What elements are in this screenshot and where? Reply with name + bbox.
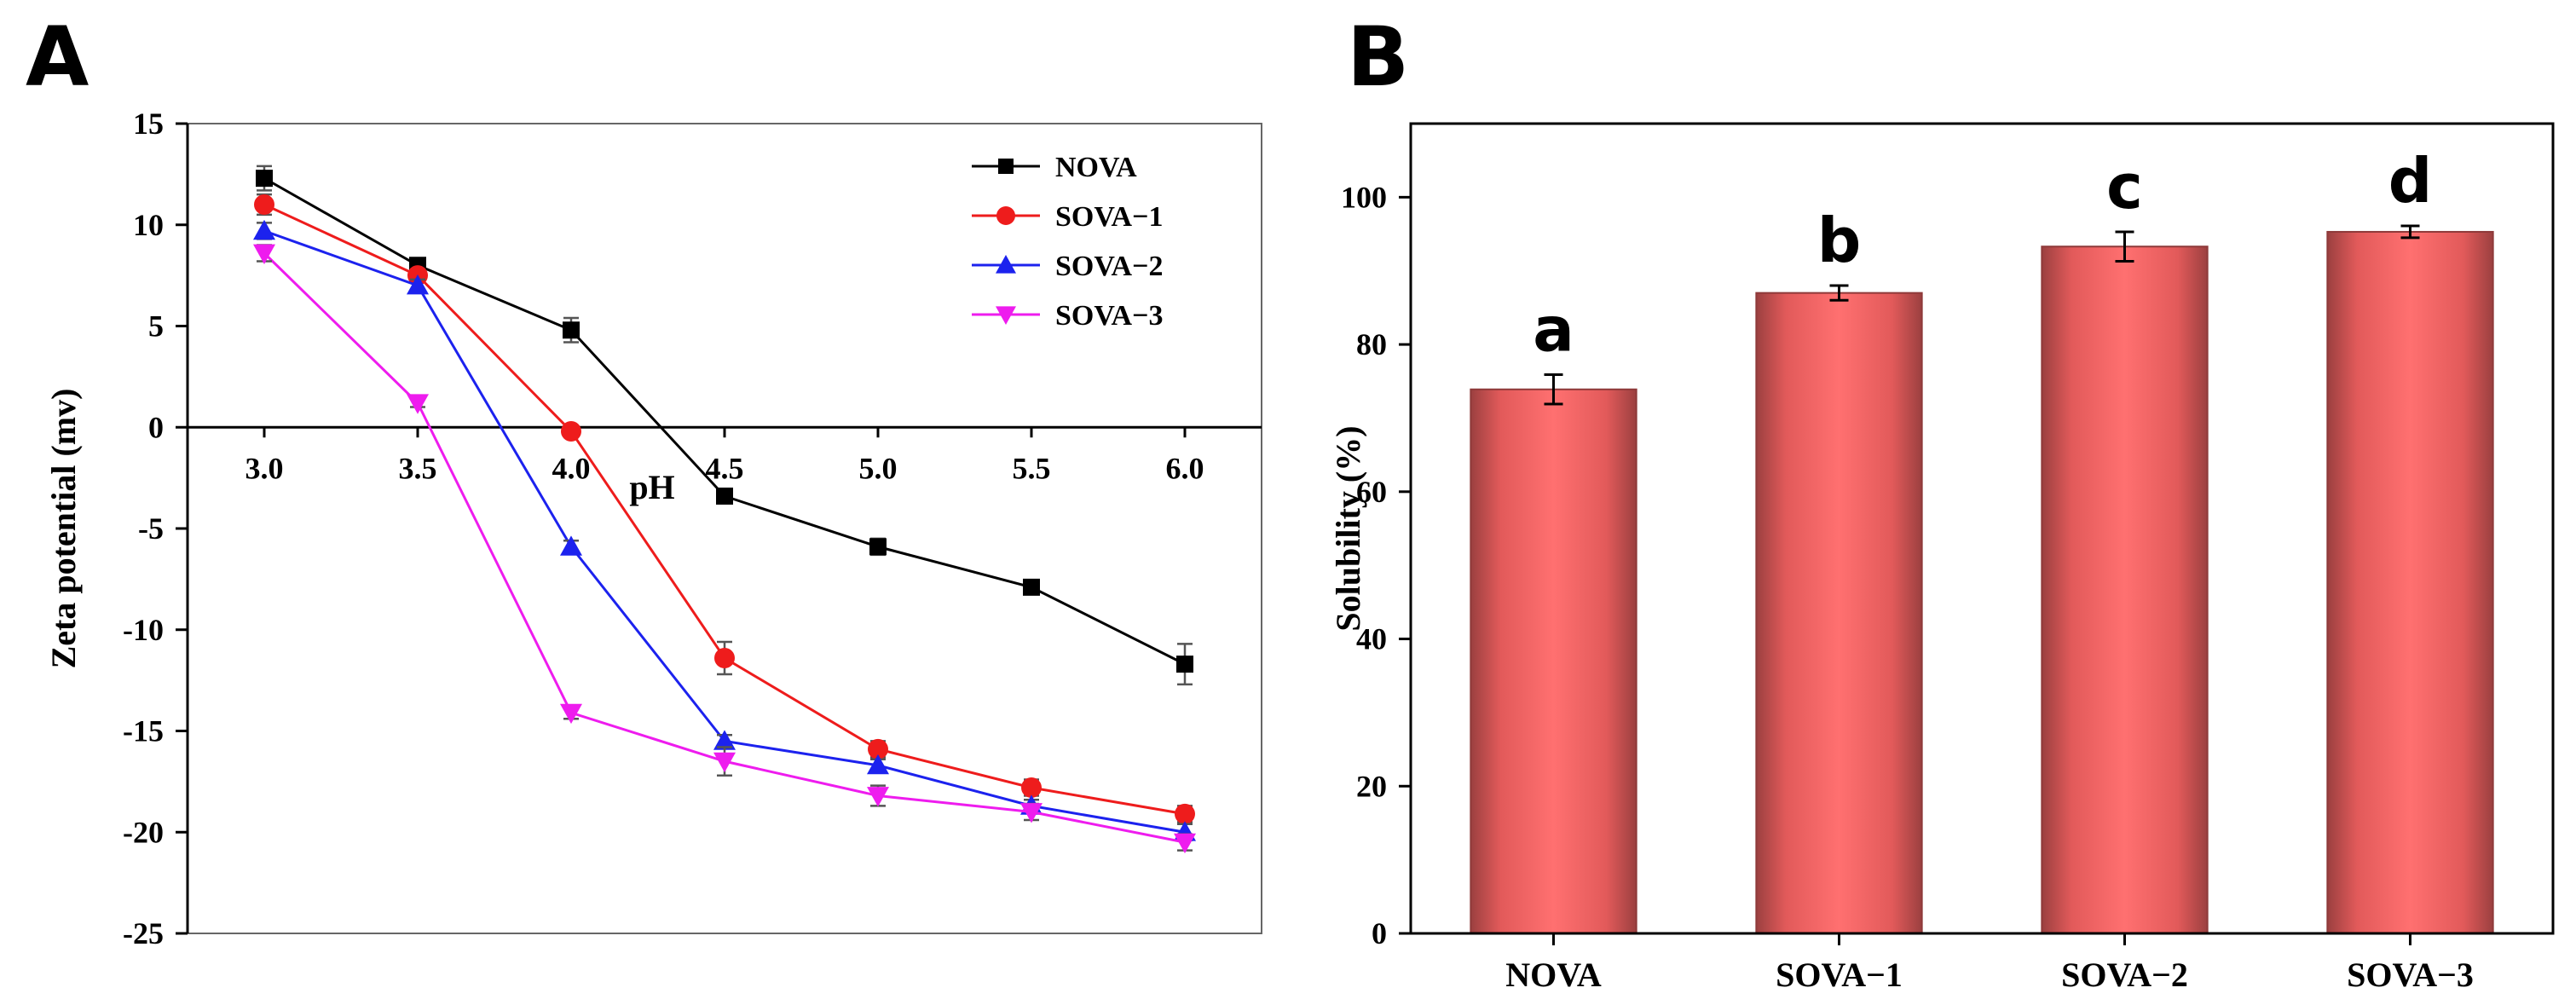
data-point xyxy=(1174,833,1196,854)
y-tick-label: 15 xyxy=(133,107,164,141)
x-tick-label: 4.0 xyxy=(552,451,591,485)
data-point xyxy=(1023,578,1040,596)
panel-a-letter: A xyxy=(26,9,89,105)
category-label: SOVA−3 xyxy=(2347,956,2474,994)
legend-label: SOVA−3 xyxy=(1055,300,1163,332)
series-line xyxy=(263,203,1186,816)
significance-letter: d xyxy=(2388,145,2433,217)
data-point xyxy=(868,738,888,760)
bar xyxy=(2326,230,2494,935)
x-tick-label: 5.5 xyxy=(1013,451,1051,485)
bar-group-1: a xyxy=(1470,294,1637,935)
y-tick-label: 0 xyxy=(148,410,164,444)
series-1 xyxy=(256,165,1193,686)
y-tick-label: 20 xyxy=(1356,769,1387,803)
y-tick-label: 5 xyxy=(148,309,164,344)
zeta-potential-chart: 15 10 5 0 -5 -10 -15 -20 -25 3.0 3.5 4.0 4.5 5.0 5.5 6… xyxy=(44,107,1262,950)
y-tick-label: -20 xyxy=(123,815,164,849)
legend-label: SOVA−1 xyxy=(1055,201,1163,233)
x-tick-label: 3.5 xyxy=(399,451,437,485)
significance-letter: c xyxy=(2106,151,2143,222)
legend-marker xyxy=(996,206,1015,225)
legend-label: SOVA−2 xyxy=(1055,251,1163,282)
y-tick-label: 100 xyxy=(1341,180,1387,214)
y-tick-label: 40 xyxy=(1356,622,1387,656)
category-label: NOVA xyxy=(1505,956,1602,994)
legend-marker xyxy=(998,159,1014,174)
data-point xyxy=(867,754,889,775)
legend-item-2: SOVA−1 xyxy=(972,201,1163,233)
data-point xyxy=(560,535,582,556)
data-point xyxy=(1176,656,1193,673)
panel-b-letter: B xyxy=(1347,9,1409,105)
data-point xyxy=(256,170,273,188)
plot-frame xyxy=(187,123,1262,934)
data-point xyxy=(1020,803,1043,823)
significance-letter: a xyxy=(1533,294,1574,366)
y-tick-label: 0 xyxy=(1372,916,1387,950)
x-tick-label: 6.0 xyxy=(1166,451,1204,485)
legend: NOVA SOVA−1 SOVA−2 SOVA−3 xyxy=(972,152,1163,332)
bar xyxy=(2041,245,2209,934)
data-point xyxy=(561,421,581,442)
data-point xyxy=(716,488,733,505)
data-point xyxy=(713,730,736,750)
bar-group-3: c xyxy=(2041,151,2209,934)
category-label: SOVA−2 xyxy=(2061,956,2188,994)
legend-marker xyxy=(996,306,1016,325)
legend-item-4: SOVA−3 xyxy=(972,300,1163,332)
data-point xyxy=(254,194,274,215)
y-tick-label: -15 xyxy=(123,714,164,748)
data-point xyxy=(563,321,580,339)
bar-group-4: d xyxy=(2326,145,2494,935)
y-axis-title: Zeta potential (mv) xyxy=(44,389,83,669)
data-point xyxy=(407,274,429,295)
y-tick-label: 80 xyxy=(1356,327,1387,361)
solubility-chart: a b c d 0 20 40 60 80 100 NOVA SOVA−1 SOVA−2 SOVA−3… xyxy=(1329,122,2555,994)
y-tick-label: 60 xyxy=(1356,475,1387,509)
y-tick-label: -25 xyxy=(123,916,164,950)
legend-marker xyxy=(996,255,1016,274)
data-point xyxy=(560,703,582,725)
x-tick-label: 4.5 xyxy=(706,451,744,485)
y-tick-label: 10 xyxy=(133,208,164,242)
x-axis-title: pH xyxy=(629,468,674,506)
y-tick-label: -10 xyxy=(123,613,164,647)
series-line xyxy=(263,176,1186,666)
legend-item-3: SOVA−2 xyxy=(972,251,1163,282)
y-tick-label: -5 xyxy=(138,511,164,546)
bar xyxy=(1755,292,1923,934)
data-point xyxy=(869,538,887,556)
series-4 xyxy=(253,244,1196,854)
bar xyxy=(1470,388,1637,935)
bar-group-2: b xyxy=(1755,205,1923,934)
y-axis-title: Solubility (%) xyxy=(1329,425,1367,631)
x-tick-label: 3.0 xyxy=(245,451,284,485)
data-point xyxy=(1021,777,1042,798)
data-point xyxy=(713,752,736,773)
plot-frame xyxy=(1409,122,2555,935)
data-point xyxy=(714,648,735,668)
data-point xyxy=(867,787,889,807)
legend-label: NOVA xyxy=(1055,152,1137,183)
data-point xyxy=(253,219,275,240)
legend-item-1: NOVA xyxy=(972,152,1137,183)
data-point xyxy=(253,244,275,264)
series-2 xyxy=(254,193,1195,824)
data-point xyxy=(1175,803,1195,824)
category-label: SOVA−1 xyxy=(1776,956,1903,994)
significance-letter: b xyxy=(1817,205,1862,276)
data-point xyxy=(407,394,429,414)
x-tick-label: 5.0 xyxy=(859,451,898,485)
